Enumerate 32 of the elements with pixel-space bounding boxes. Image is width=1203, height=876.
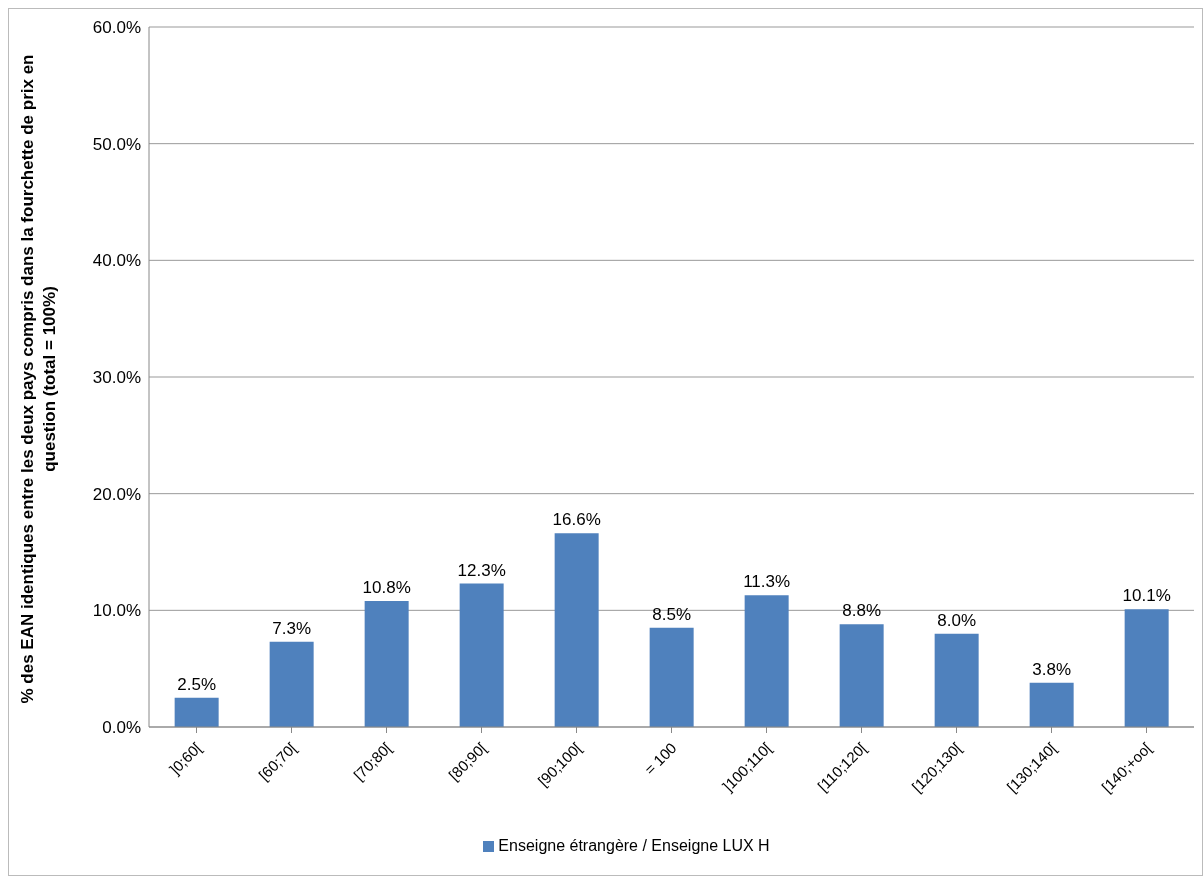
bar: [1124, 609, 1169, 727]
bar: [839, 624, 884, 727]
bar: [269, 641, 314, 727]
data-label: 8.0%: [937, 610, 977, 630]
bar: [744, 595, 789, 727]
data-label: 10.8%: [362, 578, 411, 597]
data-label: 8.8%: [842, 601, 882, 621]
data-label: 8.5%: [652, 604, 692, 624]
y-axis-title: % des EAN identiques entre les deux pays compris dans la fourchette de prix en question (total = 100%): [17, 53, 60, 706]
y-tick-label: 50.0%: [92, 134, 141, 154]
bar: [649, 627, 694, 727]
bar: [1029, 682, 1074, 727]
data-label: 3.8%: [1032, 659, 1072, 679]
data-label: 11.3%: [743, 572, 791, 592]
bar: [554, 533, 599, 727]
data-label: 12.3%: [457, 560, 506, 580]
data-label: 10.1%: [1122, 586, 1171, 606]
y-tick-label: 20.0%: [92, 484, 141, 504]
y-tick-label: 0.0%: [102, 718, 141, 738]
x-tick-label: = 100: [640, 739, 680, 778]
data-label: 16.6%: [552, 510, 601, 530]
legend-label: Enseigne étrangère / Enseigne LUX H: [498, 837, 770, 854]
bar: [174, 697, 219, 727]
bar: [934, 633, 979, 727]
y-tick-label: 40.0%: [92, 251, 141, 271]
data-label: 7.3%: [272, 618, 312, 638]
bar: [459, 583, 504, 727]
y-tick-label: 60.0%: [92, 18, 141, 38]
data-label: 2.5%: [177, 674, 217, 694]
y-tick-label: 10.0%: [92, 601, 141, 621]
y-tick-label: 30.0%: [92, 368, 141, 388]
bar: [364, 601, 409, 727]
